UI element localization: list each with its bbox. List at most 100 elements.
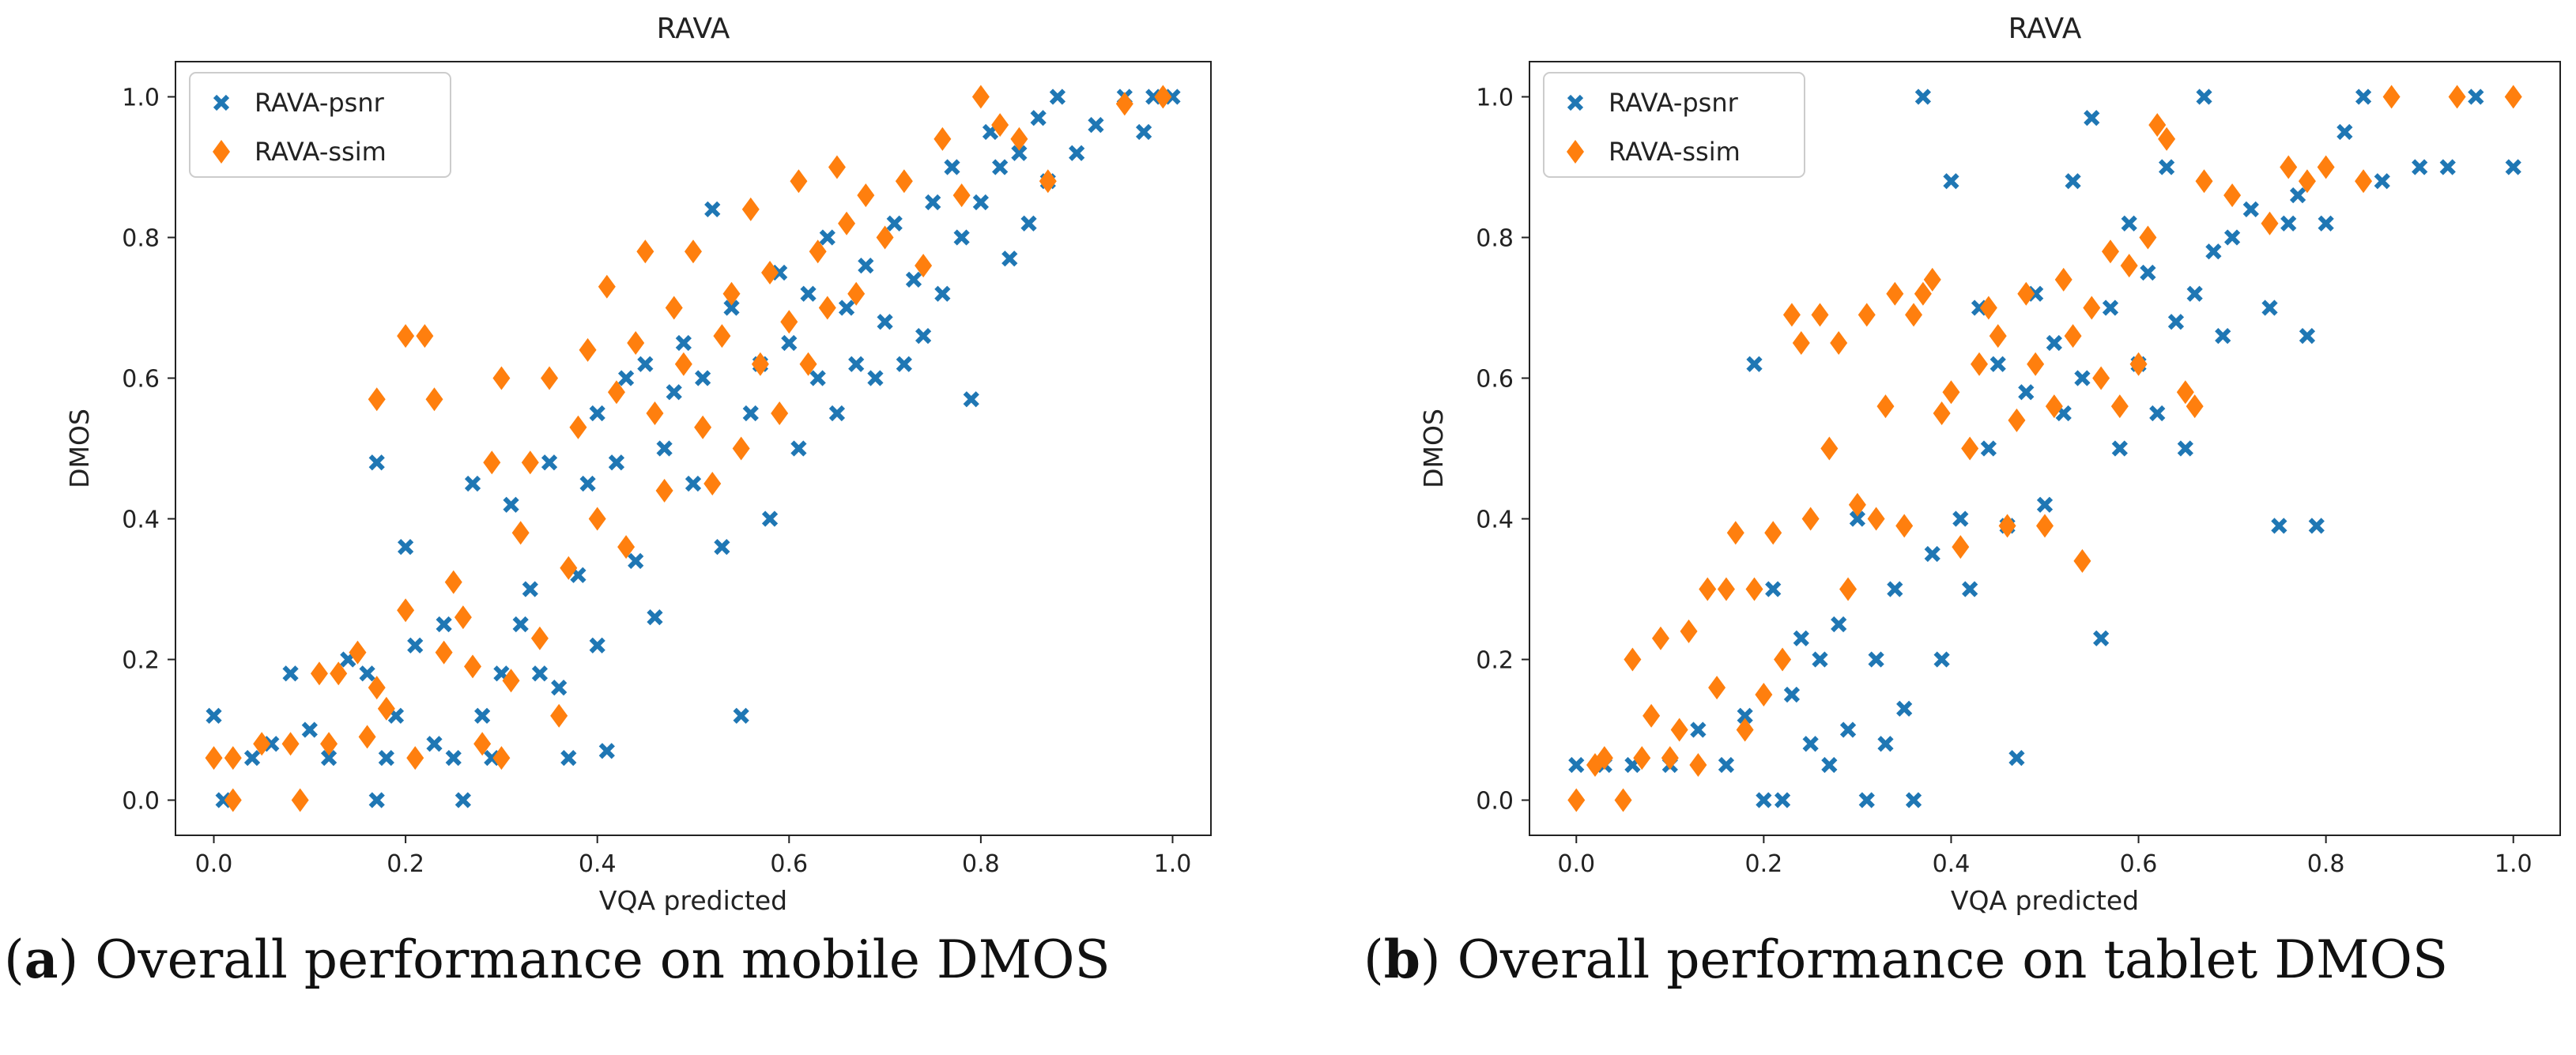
data-point-psnr — [1690, 722, 1707, 738]
data-point-psnr — [2046, 334, 2062, 352]
data-point-psnr — [1069, 145, 1085, 161]
data-point-ssim — [1115, 92, 1133, 116]
data-point-ssim — [377, 696, 395, 721]
series-RAVA-ssim — [205, 85, 1172, 812]
data-point-ssim — [1923, 267, 1941, 292]
data-point-ssim — [1010, 126, 1028, 151]
scatter-chart-tablet: RAVA 0.0 0.2 0.4 0.6 0.8 1.0 0.0 0.2 0.4 0.6 0.8 1.0… — [1418, 13, 2561, 916]
x-axis-label: VQA predicted — [1951, 885, 2139, 916]
data-point-ssim — [722, 281, 741, 306]
data-point-psnr — [359, 665, 375, 682]
data-point-ssim — [416, 324, 434, 349]
data-point-ssim — [818, 296, 836, 320]
data-point-ssim — [1858, 303, 1876, 327]
data-point-psnr — [1952, 511, 1969, 527]
data-point-psnr — [925, 194, 941, 211]
data-point-ssim — [2110, 394, 2129, 419]
data-point-psnr — [2505, 159, 2521, 175]
data-point-ssim — [2092, 366, 2110, 390]
data-point-ssim — [1039, 169, 1057, 194]
data-point-psnr — [2205, 243, 2222, 260]
data-point-ssim — [838, 211, 856, 235]
data-point-psnr — [1030, 110, 1047, 126]
data-point-psnr — [1943, 173, 1959, 190]
data-point-psnr — [551, 679, 568, 696]
data-point-ssim — [291, 788, 309, 812]
data-point-psnr — [685, 475, 702, 492]
y-tick-label: 1.0 — [122, 85, 160, 112]
data-point-psnr — [2337, 123, 2353, 141]
data-point-ssim — [2158, 126, 2176, 151]
x-tick-label: 0.0 — [1557, 850, 1595, 878]
data-point-psnr — [963, 391, 979, 408]
plot-frame — [1529, 61, 2561, 836]
data-point-psnr — [972, 194, 990, 211]
y-tick-label: 0.0 — [1476, 788, 1514, 816]
data-point-ssim — [205, 746, 223, 771]
data-point-psnr — [1793, 630, 1809, 646]
caption-a: (a) Overall performance on mobile DMOS — [4, 929, 1111, 990]
data-point-psnr — [464, 475, 481, 492]
data-point-ssim — [627, 331, 645, 355]
legend-box — [1543, 72, 1805, 178]
data-point-psnr — [1839, 722, 1857, 738]
data-point-ssim — [1755, 683, 1773, 706]
data-point-ssim — [1952, 535, 1970, 560]
data-point-ssim — [952, 183, 971, 208]
y-tick-label: 0.8 — [122, 225, 160, 253]
data-point-psnr — [1962, 581, 1978, 597]
data-point-ssim — [492, 366, 511, 390]
data-point-ssim — [895, 169, 913, 194]
data-point-psnr — [838, 300, 855, 316]
series-RAVA-psnr — [1568, 89, 2521, 808]
data-point-psnr — [579, 475, 596, 492]
data-point-psnr — [1746, 356, 1763, 372]
data-point-ssim — [483, 450, 501, 475]
data-point-psnr — [2167, 314, 2185, 330]
data-point-psnr — [1812, 651, 1828, 668]
data-point-ssim — [492, 746, 511, 771]
data-point-ssim — [1661, 746, 1679, 771]
data-point-ssim — [665, 296, 683, 320]
data-point-ssim — [502, 669, 520, 693]
data-point-ssim — [588, 507, 606, 531]
chart-title: RAVA — [2008, 13, 2082, 45]
data-point-ssim — [1971, 352, 1989, 376]
data-point-ssim — [1154, 85, 1172, 109]
data-point-ssim — [1614, 788, 1632, 812]
legend-label: RAVA-psnr — [255, 88, 385, 118]
data-point-ssim — [1811, 303, 1829, 327]
legend-label: RAVA-ssim — [255, 137, 387, 167]
data-point-psnr — [2102, 300, 2119, 316]
y-tick-label: 0.4 — [1476, 507, 1514, 534]
data-point-ssim — [550, 703, 568, 728]
data-point-psnr — [2065, 173, 2081, 190]
data-point-psnr — [1868, 651, 1884, 668]
data-point-ssim — [1942, 380, 1960, 405]
data-point-psnr — [2149, 405, 2166, 422]
data-point-ssim — [1595, 746, 1613, 771]
data-point-psnr — [608, 454, 625, 471]
data-point-ssim — [1745, 577, 1763, 601]
data-point-psnr — [1783, 686, 1801, 703]
data-point-psnr — [560, 749, 577, 767]
data-point-ssim — [1905, 303, 1923, 327]
data-point-psnr — [1802, 736, 1819, 752]
data-point-psnr — [742, 405, 759, 422]
data-point-psnr — [1924, 545, 1940, 563]
data-point-ssim — [2120, 254, 2138, 278]
data-point-psnr — [992, 159, 1009, 175]
data-point-psnr — [2196, 89, 2212, 105]
data-point-psnr — [1849, 511, 1866, 527]
data-point-psnr — [206, 707, 222, 724]
data-point-psnr — [368, 792, 385, 808]
data-point-psnr — [877, 314, 893, 330]
data-point-psnr — [828, 405, 846, 422]
data-point-ssim — [253, 732, 271, 756]
data-point-ssim — [809, 239, 827, 264]
data-point-ssim — [1886, 281, 1904, 306]
data-point-psnr — [445, 749, 462, 767]
data-point-psnr — [2308, 518, 2325, 534]
data-point-ssim — [1699, 577, 1717, 601]
